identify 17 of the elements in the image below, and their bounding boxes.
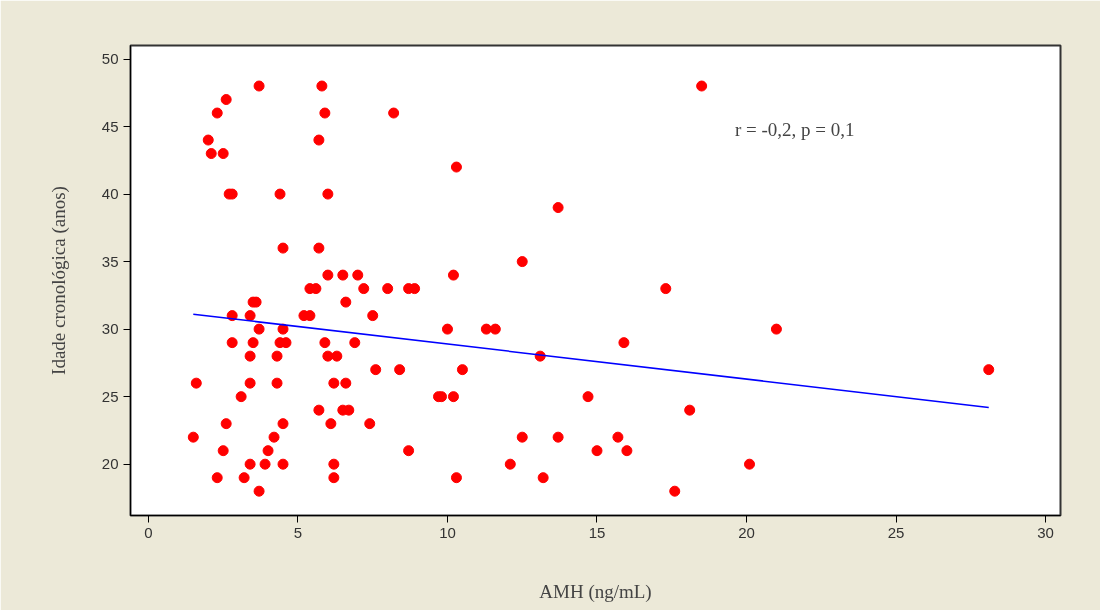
- y-tick-label: 35: [101, 252, 119, 270]
- x-tick-label: 30: [1037, 523, 1054, 541]
- x-tick-label: 15: [588, 523, 606, 541]
- y-tick-label: 30: [101, 320, 119, 338]
- x-tick-label: 25: [887, 523, 905, 541]
- annotation: r = -0,2, p = 0,1: [735, 118, 855, 140]
- x-tick-label: 0: [144, 523, 153, 541]
- y-tick-label: 45: [101, 117, 119, 135]
- y-tick-label: 50: [101, 50, 119, 68]
- x-tick-label: 20: [738, 523, 755, 541]
- y-tick-label: 25: [101, 387, 119, 405]
- y-axis-title: Idade cronológica (anos): [47, 186, 70, 375]
- y-tick-label: 20: [101, 455, 119, 473]
- y-tick-label: 40: [101, 185, 119, 203]
- x-axis-title: AMH (ng/mL): [539, 580, 652, 603]
- x-tick-label: 10: [439, 523, 456, 541]
- x-tick-label: 5: [293, 523, 303, 541]
